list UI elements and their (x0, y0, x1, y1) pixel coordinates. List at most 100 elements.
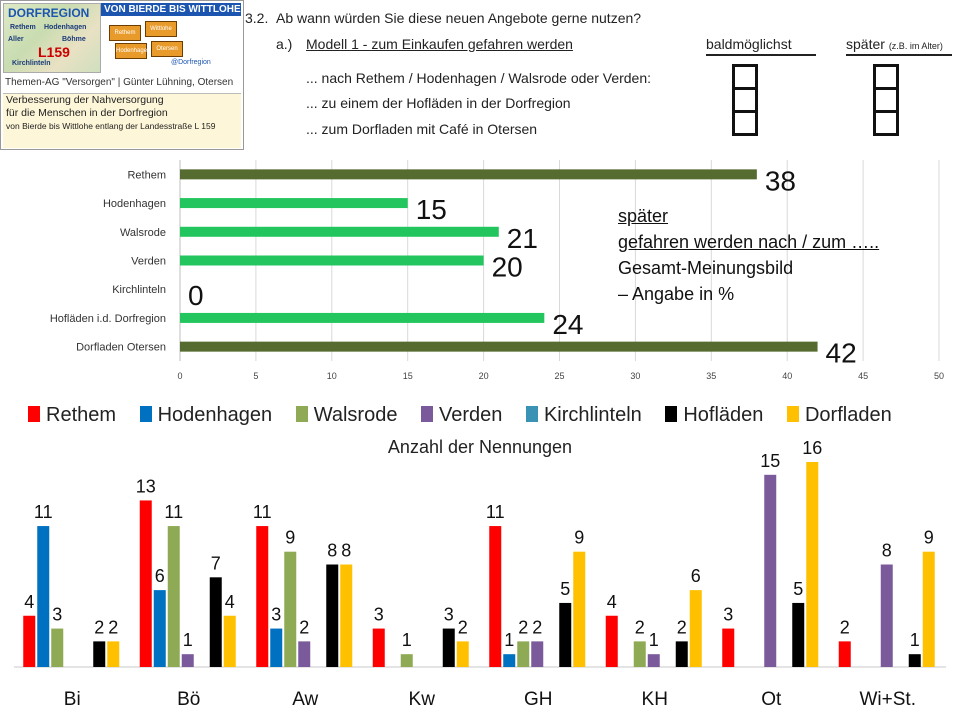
x-tick-label: 35 (706, 371, 716, 381)
later-note: (z.B. im Alter) (888, 41, 943, 51)
x-tick-label: 0 (177, 371, 182, 381)
column-bar (223, 615, 236, 667)
column-bar (340, 564, 353, 667)
town-sign: Rethem (109, 25, 141, 41)
column-value-label: 2 (532, 617, 542, 637)
column-bar (209, 577, 222, 667)
checkbox[interactable] (732, 110, 758, 136)
column-bar (167, 526, 180, 667)
annotation-line: – Angabe in % (618, 284, 735, 304)
y-category-label: Hofläden i.d. Dorfregion (50, 313, 166, 325)
column-value-label: 2 (677, 617, 687, 637)
bar-value-label: 15 (416, 194, 447, 225)
bar-value-label: 38 (765, 165, 796, 196)
column-value-label: 6 (155, 566, 165, 586)
column-value-label: 8 (882, 541, 892, 561)
bar-value-label: 20 (492, 252, 523, 283)
column-value-label: 1 (910, 630, 920, 650)
section-number: 3.2. (245, 10, 269, 26)
column-bar (806, 462, 819, 667)
legend-swatch (139, 406, 152, 422)
column-bar (326, 564, 339, 667)
x-tick-label: 20 (479, 371, 489, 381)
column-value-label: 1 (649, 630, 659, 650)
checkbox[interactable] (873, 110, 899, 136)
option-line: ... nach Rethem / Hodenhagen / Walsrode … (306, 70, 652, 86)
y-category-label: Hodenhagen (103, 198, 166, 210)
column-bar (559, 602, 572, 667)
column-bar (107, 641, 120, 667)
model-title: Modell 1 - zum Einkaufen gefahren werden (306, 36, 573, 52)
logo-ag-line: Themen-AG "Versorgen" | Günter Lühning, … (5, 77, 234, 88)
column-value-label: 2 (458, 617, 468, 637)
y-category-label: Kirchlinteln (112, 284, 166, 296)
column-value-label: 1 (183, 630, 193, 650)
column-bar (531, 641, 544, 667)
column-value-label: 9 (285, 528, 295, 548)
legend-item: Dorfladen (786, 404, 892, 426)
bar-value-label: 42 (826, 338, 857, 369)
column-bar (372, 628, 385, 667)
column-value-label: 3 (271, 605, 281, 625)
column-bar (573, 551, 586, 667)
strip-line: Verbesserung der Nahversorgung (6, 94, 164, 106)
legend-item: Verden (421, 404, 502, 426)
column-value-label: 11 (486, 502, 505, 522)
option-line: ... zum Dorfladen mit Café in Otersen (306, 121, 538, 137)
column-bar (442, 628, 455, 667)
column-value-label: 3 (374, 605, 384, 625)
option-line: ... zu einem der Hofläden in der Dorfreg… (306, 95, 571, 111)
bar (180, 312, 545, 323)
column-bar (880, 564, 893, 667)
column-bar (93, 641, 106, 667)
column-value-label: 13 (136, 476, 156, 496)
x-tick-label: 25 (554, 371, 564, 381)
x-category-label: Bi (64, 689, 81, 710)
map-place: Aller (8, 36, 24, 43)
column-bar (605, 615, 618, 667)
bar (180, 255, 484, 266)
logo-strip: Verbesserung der Nahversorgung für die M… (3, 93, 241, 148)
column-value-label: 5 (560, 579, 570, 599)
town-sign: Otersen (151, 41, 183, 57)
checkbox-group-later (873, 64, 901, 136)
y-category-label: Rethem (127, 169, 166, 181)
column-bar (298, 641, 311, 667)
x-tick-label: 10 (327, 371, 337, 381)
column-bar (722, 628, 735, 667)
region-map-image: DORFREGION Rethem Hodenhagen Aller Böhme… (3, 3, 101, 73)
column-bar (647, 654, 660, 667)
legend-label: Dorfladen (804, 404, 892, 426)
legend-swatch (665, 406, 678, 422)
road-label: L159 (38, 44, 70, 60)
bar-value-label: 21 (507, 223, 538, 254)
column-bar (270, 628, 283, 667)
facebook-handle: @Dorfregion (171, 59, 211, 66)
column-value-label: 2 (635, 617, 645, 637)
column-value-label: 6 (691, 566, 701, 586)
x-category-label: Aw (292, 689, 318, 710)
column-bar (456, 641, 469, 667)
legend-swatch (28, 406, 40, 422)
annotation-line: Gesamt-Meinungsbild (618, 258, 794, 278)
y-category-label: Walsrode (120, 227, 166, 239)
legend-swatch (525, 406, 538, 422)
column-bar (908, 654, 921, 667)
column-value-label: 16 (802, 438, 822, 458)
town-sign: Wittlohe (145, 21, 177, 37)
x-tick-label: 5 (253, 371, 258, 381)
column-value-label: 2 (108, 617, 118, 637)
logo-title: DORFREGION (8, 6, 90, 20)
question-text: Ab wann würden Sie diese neuen Angebote … (276, 10, 642, 26)
logo-banner-area: VON BIERDE BIS WITTLOHE Rethem Wittlohe … (101, 3, 241, 71)
bar (180, 169, 757, 180)
column-bar (838, 641, 851, 667)
grouped-chart-title: Anzahl der Nennungen (387, 437, 573, 457)
column-value-label: 4 (24, 592, 34, 612)
column-value-label: 3 (723, 605, 733, 625)
legend-label: Verden (439, 404, 503, 426)
bar (180, 226, 499, 237)
column-value-label: 15 (760, 451, 780, 471)
legend-item: Kirchlinteln (525, 404, 642, 426)
column-value-label: 8 (341, 541, 351, 561)
